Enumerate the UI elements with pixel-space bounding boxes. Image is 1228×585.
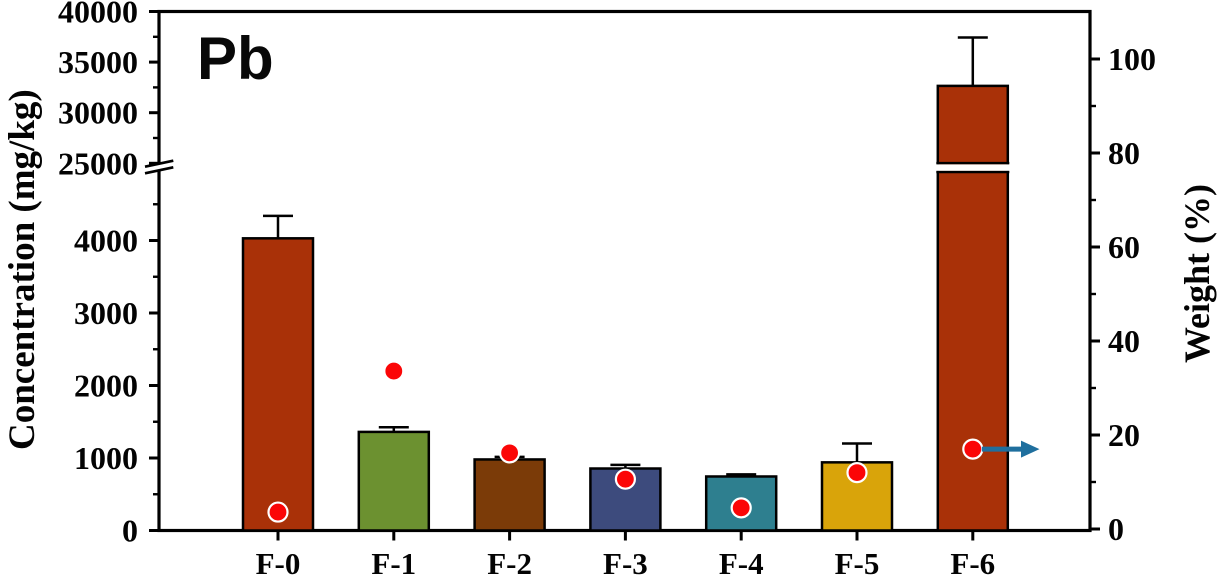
y-left-tick-label: 2000 bbox=[74, 368, 138, 404]
y-right-tick-label: 80 bbox=[1108, 135, 1140, 171]
y-left-tick-label: 30000 bbox=[58, 95, 138, 131]
y-left-tick-label: 1000 bbox=[74, 440, 138, 476]
y-left-tick-label: 3000 bbox=[74, 295, 138, 331]
bar-F-6 bbox=[936, 84, 1010, 532]
y-right-tick-label: 40 bbox=[1108, 323, 1140, 359]
weight-marker-F-4 bbox=[730, 497, 752, 519]
y-left-tick-label: 35000 bbox=[58, 44, 138, 80]
y-right-tick-label: 60 bbox=[1108, 229, 1140, 265]
y-right-tick-label: 0 bbox=[1108, 511, 1124, 547]
left-axis-title: Concentration (mg/kg) bbox=[2, 89, 43, 451]
x-tick-label-F-4: F-4 bbox=[719, 546, 764, 581]
right-axis-title: Weight (%) bbox=[1177, 184, 1217, 364]
bar-break-gap-F-6 bbox=[935, 164, 1010, 171]
weight-marker-F-2 bbox=[499, 442, 521, 464]
weight-marker-F-6 bbox=[962, 438, 984, 460]
x-tick-label-F-5: F-5 bbox=[835, 546, 880, 581]
axis-break-slash bbox=[144, 159, 174, 168]
y-right-tick-label: 100 bbox=[1108, 41, 1156, 77]
x-tick-label-F-0: F-0 bbox=[256, 546, 301, 581]
x-tick-label-F-2: F-2 bbox=[487, 546, 532, 581]
y-left-tick-label: 0 bbox=[122, 513, 138, 549]
weight-marker-F-3 bbox=[614, 468, 637, 490]
axis-break-slash bbox=[144, 166, 174, 175]
y-left-tick-label: 4000 bbox=[74, 223, 138, 259]
weight-marker-F-1 bbox=[383, 360, 405, 382]
y-right-tick-label: 20 bbox=[1108, 417, 1140, 453]
bar-F-1 bbox=[357, 430, 431, 532]
bar-F-0 bbox=[241, 237, 315, 532]
weight-marker-F-5 bbox=[846, 462, 868, 484]
x-tick-label-F-1: F-1 bbox=[371, 546, 416, 581]
bar-F-2 bbox=[473, 458, 546, 532]
x-tick-label-F-6: F-6 bbox=[950, 546, 995, 581]
right-axis-arrow-head bbox=[1021, 440, 1040, 458]
element-annotation-pb: Pb bbox=[197, 25, 274, 92]
y-left-tick-label: 40000 bbox=[58, 0, 138, 30]
weight-marker-F-0 bbox=[267, 501, 289, 523]
y-left-tick-label: 25000 bbox=[58, 145, 138, 181]
axis-break-gap bbox=[155, 163, 163, 171]
x-tick-label-F-3: F-3 bbox=[603, 546, 648, 581]
